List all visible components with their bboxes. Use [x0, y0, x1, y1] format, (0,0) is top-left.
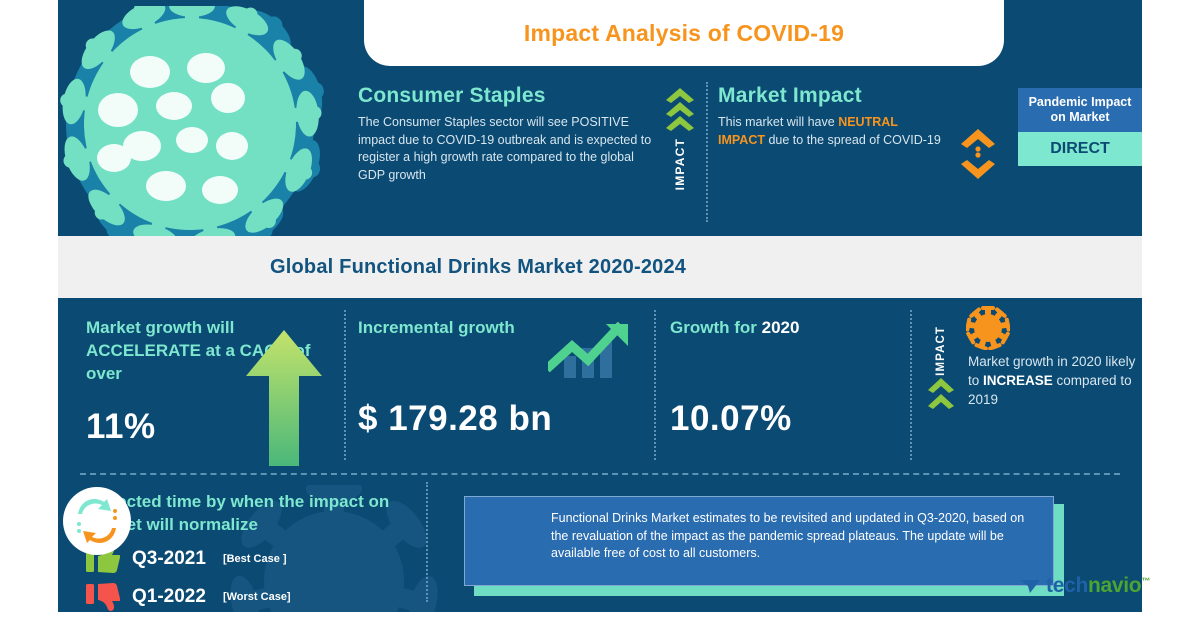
chevron-up-double-icon: [928, 377, 954, 409]
consumer-staples-heading: Consumer Staples: [358, 84, 546, 107]
right-impact-text-pre: Market growth in 2020 likely to: [968, 354, 1136, 388]
impact-indicator-right: IMPACT: [924, 326, 958, 466]
page-title: Impact Analysis of COVID-19: [523, 19, 845, 46]
kpi-incremental-value: $ 179.28 bn: [358, 399, 553, 438]
bottom-divider: [426, 482, 428, 602]
technavio-arrow-icon: [1020, 580, 1040, 593]
kpi-divider-2: [654, 310, 656, 460]
technavio-wordmark: technavio™: [1046, 574, 1150, 598]
consumer-staples-block: Consumer Staples The Consumer Staples se…: [358, 84, 658, 184]
impact-indicator-top: IMPACT: [658, 88, 702, 218]
neutral-up-down-arrow-icon: [961, 129, 995, 179]
kpi-divider-1: [344, 310, 346, 460]
right-impact-highlight: INCREASE: [983, 373, 1053, 388]
kpi-cagr-label: Market growth will ACCELERATE at a CAGR …: [86, 318, 311, 383]
note-box: Functional Drinks Market estimates to be…: [464, 496, 1054, 586]
logo-trademark: ™: [1141, 576, 1151, 586]
section-divider: [80, 473, 1120, 475]
top-divider: [706, 82, 708, 222]
market-impact-highlight: NEUTRAL IMPACT: [718, 115, 898, 147]
market-impact-body-post: due to the spread of COVID-19: [765, 132, 941, 147]
kpi-incremental-label: Incremental growth: [358, 318, 515, 337]
case-note: [Worst Case]: [222, 591, 291, 603]
note-text: Functional Drinks Market estimates to be…: [551, 511, 1025, 560]
coronavirus-orange-icon: [966, 306, 1010, 350]
impact-label-top: IMPACT: [673, 138, 687, 191]
subtitle-band: Global Functional Drinks Market 2020-202…: [58, 236, 1142, 298]
right-impact-text: Market growth in 2020 likely to INCREASE…: [968, 352, 1142, 409]
normalize-heading: Expected time by when the impact on mark…: [86, 492, 390, 534]
kpi-incremental-growth: Incremental growth $ 179.28 bn: [358, 316, 608, 439]
pandemic-impact-badge-value: DIRECT: [1018, 132, 1142, 166]
bottom-row: Expected time by when the impact on mark…: [58, 482, 1142, 612]
infographic-frame: Impact Analysis of COVID-19 Consumer Sta…: [58, 0, 1142, 612]
kpi-growth-2020-value: 10.07%: [670, 399, 792, 438]
list-item: Q1-2022 [Worst Case]: [86, 582, 416, 612]
top-info-row: Consumer Staples The Consumer Staples se…: [58, 70, 1142, 228]
market-impact-body: This market will have NEUTRAL IMPACT due…: [718, 114, 948, 149]
thumbs-up-icon: [86, 545, 120, 573]
right-impact-text-post: compared to 2019: [968, 373, 1132, 407]
refresh-cycle-icon: [63, 487, 131, 555]
arrow-up-icon: [246, 330, 322, 466]
list-item: Q3-2021 [Best Case ]: [86, 544, 416, 574]
case-quarter: Q3-2021: [132, 548, 206, 569]
market-subtitle: Global Functional Drinks Market 2020-202…: [270, 255, 687, 278]
consumer-staples-body: The Consumer Staples sector will see POS…: [358, 115, 652, 182]
thumbs-down-icon: [86, 583, 120, 611]
pandemic-impact-badge: Pandemic Impact on Market DIRECT: [1018, 88, 1142, 166]
pandemic-impact-badge-heading: Pandemic Impact on Market: [1018, 88, 1142, 132]
market-impact-body-pre: This market will have: [718, 115, 839, 129]
trending-up-chart-icon: [548, 322, 628, 378]
kpi-divider-3: [910, 310, 912, 460]
kpi-row: Market growth will ACCELERATE at a CAGR …: [58, 300, 1142, 472]
market-impact-block: Market Impact This market will have NEUT…: [718, 84, 948, 149]
kpi-growth-2020-label-mint: Growth for: [670, 318, 762, 337]
kpi-growth-2020: Growth for 2020 10.07%: [670, 316, 900, 439]
impact-label-right: IMPACT: [935, 326, 947, 376]
right-impact-block: IMPACT: [924, 304, 1142, 468]
kpi-growth-2020-label: Growth for 2020: [670, 316, 900, 339]
kpi-cagr: Market growth will ACCELERATE at a CAGR …: [86, 316, 316, 447]
case-note: [Best Case ]: [222, 553, 287, 565]
coronavirus-watermark-icon: [230, 485, 438, 612]
case-quarter: Q1-2022: [132, 586, 206, 607]
kpi-growth-2020-label-year: 2020: [761, 318, 800, 337]
logo-part-tech: tech: [1046, 574, 1088, 597]
normalize-block: Expected time by when the impact on mark…: [86, 490, 416, 612]
market-impact-heading: Market Impact: [718, 84, 862, 107]
technavio-logo: technavio™: [1020, 574, 1150, 598]
logo-part-navio: navio: [1087, 574, 1142, 597]
kpi-cagr-value: 11%: [86, 407, 156, 446]
chevron-up-triple-icon: [666, 88, 694, 131]
title-pill: Impact Analysis of COVID-19: [364, 0, 1004, 66]
